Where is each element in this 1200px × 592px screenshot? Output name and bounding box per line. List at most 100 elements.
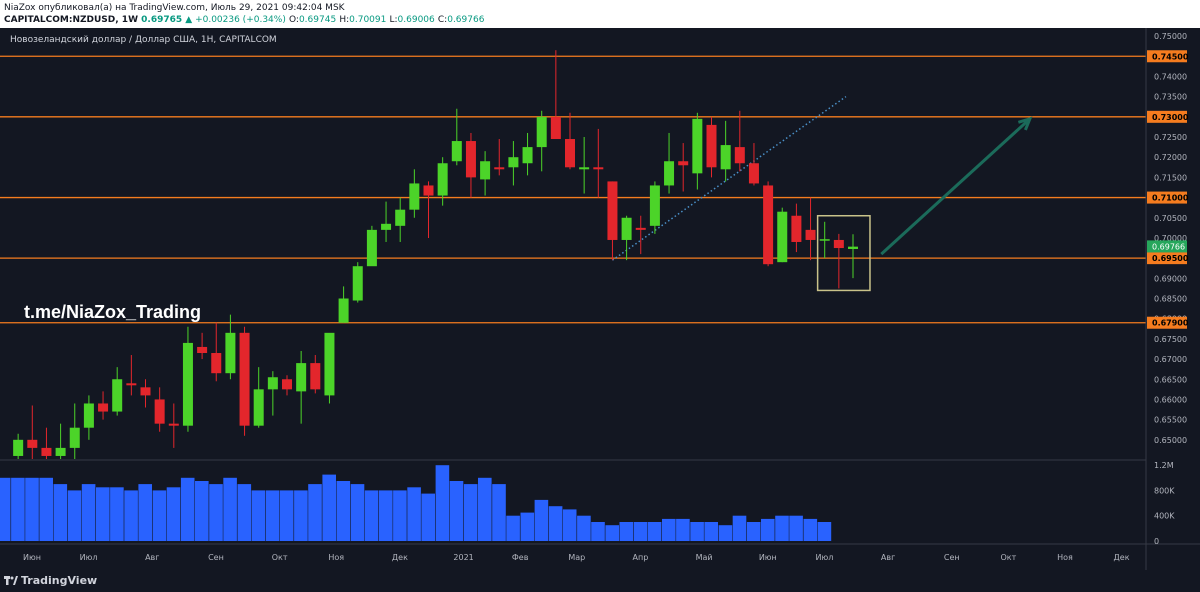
- close-label: C:: [437, 15, 448, 25]
- time-tick-label: Авг: [881, 553, 895, 562]
- price-tick-label: 0.72500: [1154, 133, 1187, 142]
- forecast-arrow-head: [1017, 116, 1033, 131]
- volume-bar: [817, 522, 832, 541]
- level-price-tag: [1147, 50, 1187, 63]
- volume-bar: [761, 518, 775, 541]
- time-tick-label: 2021: [453, 553, 473, 562]
- low-value: 0.69006: [397, 15, 435, 25]
- candle-body: [409, 183, 420, 210]
- volume-bar: [124, 490, 138, 541]
- candle-body: [706, 124, 717, 168]
- candle-body: [126, 383, 137, 386]
- time-tick-label: Ноя: [328, 553, 344, 562]
- candle-body: [381, 223, 392, 230]
- high-value: 0.70091: [349, 15, 387, 25]
- volume-bar: [265, 490, 280, 541]
- price-tick-label: 0.70500: [1154, 214, 1187, 223]
- volume-bar: [379, 490, 393, 541]
- time-tick-label: Мар: [568, 553, 585, 562]
- price-tick-label: 0.70000: [1154, 234, 1187, 243]
- candle-body: [494, 167, 505, 170]
- candle-body: [550, 116, 561, 140]
- volume-tick-label: 0: [1154, 537, 1159, 546]
- level-price-tag: [1147, 191, 1187, 204]
- candle-body: [140, 387, 151, 396]
- candle-body: [338, 298, 349, 323]
- candle-body: [465, 141, 476, 178]
- candle-body: [720, 145, 731, 170]
- candle-body: [211, 353, 222, 374]
- volume-bar: [577, 515, 591, 541]
- tradingview-logo[interactable]: TradingView: [4, 574, 97, 587]
- price-tick-label: 0.69000: [1154, 274, 1187, 283]
- level-price-tag-label: 0.67900: [1152, 319, 1189, 328]
- volume-bar: [180, 477, 195, 541]
- candle-body: [805, 229, 816, 240]
- candle-body: [437, 163, 448, 196]
- candle-body: [734, 147, 745, 164]
- time-tick-label: Июн: [23, 553, 41, 562]
- level-price-tag: [1147, 110, 1187, 123]
- level-price-tag: [1147, 252, 1187, 265]
- time-tick-label: Окт: [1000, 553, 1016, 562]
- candle-body: [678, 161, 689, 166]
- time-tick-label: Авг: [145, 553, 159, 562]
- level-price-tag-label: 0.74500: [1152, 52, 1189, 61]
- watermark-link[interactable]: t.me/NiaZox_Trading: [24, 302, 201, 322]
- volume-bar: [478, 477, 492, 541]
- volume-bar: [25, 477, 39, 541]
- time-tick-label: Дек: [1114, 553, 1130, 562]
- volume-bar: [633, 522, 648, 541]
- candle-body: [748, 163, 759, 184]
- volume-bar: [605, 525, 619, 541]
- volume-bar: [67, 490, 82, 541]
- volume-bar: [350, 484, 365, 541]
- volume-bar: [591, 522, 605, 541]
- volume-bar: [110, 487, 124, 541]
- volume-bar: [0, 477, 11, 541]
- time-tick-label: Ноя: [1057, 553, 1073, 562]
- low-label: L:: [389, 15, 398, 25]
- price-chart[interactable]: 0.75000 0.74500 0.74000 0.73500 0.73000 0.725…: [0, 28, 1200, 570]
- volume-bar: [39, 477, 53, 541]
- candle-body: [310, 363, 321, 390]
- candle-body: [197, 346, 208, 354]
- volume-bar: [96, 487, 110, 541]
- candle-body: [324, 332, 335, 396]
- candle-body: [296, 363, 307, 392]
- candle-body: [168, 423, 179, 426]
- level-price-tag-label: 0.71000: [1152, 194, 1189, 203]
- candle-body: [154, 399, 165, 424]
- candle-body: [480, 161, 491, 180]
- candle-body: [692, 118, 703, 174]
- volume-bar: [548, 506, 563, 541]
- snapshot-header: NiaZox опубликовал(а) на TradingView.com…: [0, 0, 1200, 28]
- last-price-tag-label: 0.69766: [1152, 242, 1185, 251]
- publish-info: NiaZox опубликовал(а) на TradingView.com…: [4, 3, 345, 13]
- candle-body: [267, 377, 278, 390]
- price-axis[interactable]: 0.75000 0.74500 0.74000 0.73500 0.73000 0.725…: [1147, 32, 1189, 445]
- price-tick-label: 0.75000: [1154, 32, 1187, 41]
- candle-body: [366, 229, 377, 267]
- high-label: H:: [339, 15, 350, 25]
- forecast-arrow: [880, 117, 1031, 256]
- volume-bar: [223, 477, 237, 541]
- tradingview-logo-text: TradingView: [21, 574, 98, 587]
- price-tick-label: 0.73500: [1154, 93, 1187, 102]
- candle-body: [112, 379, 123, 412]
- volume-bar: [506, 515, 520, 541]
- volume-bars: [0, 465, 832, 541]
- volume-bar: [166, 487, 181, 541]
- time-tick-label: Май: [696, 553, 713, 562]
- volume-bar: [520, 512, 535, 541]
- candle-body: [451, 141, 462, 162]
- price-tick-label: 0.66000: [1154, 395, 1187, 404]
- price-tick-label: 0.74000: [1154, 72, 1187, 81]
- time-axis[interactable]: Июн Июл Авг Сен Окт Ноя Дек 2021 Фев Мар Апр Май Июн…: [23, 553, 1130, 562]
- volume-bar: [732, 515, 747, 541]
- volume-bar: [662, 518, 676, 541]
- chart-title: Новозеландский доллар / Доллар США, 1H, …: [10, 35, 277, 45]
- last-price: 0.69765: [141, 15, 183, 25]
- open-label: O:: [288, 15, 299, 25]
- volume-bar: [237, 484, 252, 541]
